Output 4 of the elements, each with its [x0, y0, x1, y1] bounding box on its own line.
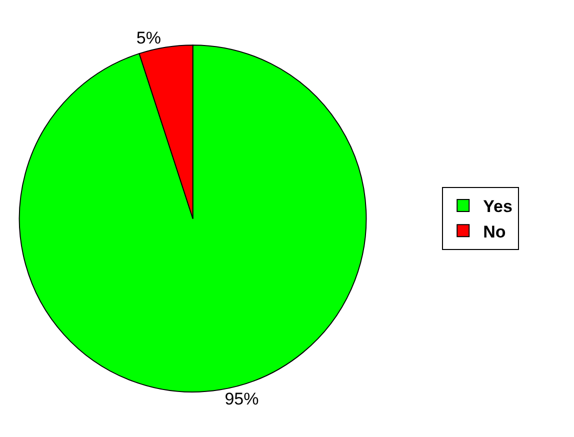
legend-label: No [483, 222, 506, 242]
data-label: 95% [224, 390, 259, 409]
legend-label: Yes [483, 197, 512, 216]
data-label: 5% [136, 28, 161, 48]
